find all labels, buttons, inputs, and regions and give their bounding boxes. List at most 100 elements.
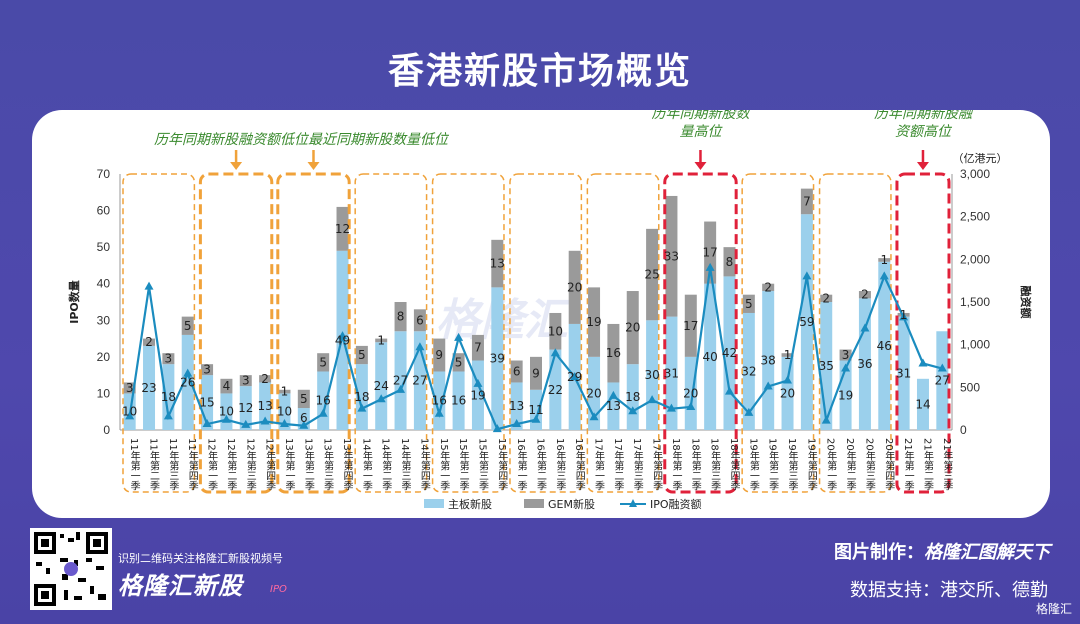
quarter-group-box: [431, 173, 505, 493]
main-bar: [413, 331, 426, 430]
gem-data-label: 5: [358, 348, 366, 362]
annotation-arrow-head: [307, 162, 320, 170]
main-data-label: 38: [761, 354, 776, 368]
x-tick-label: 13年第二季: [302, 438, 314, 492]
gem-bar: [665, 195, 678, 317]
main-bar: [394, 331, 407, 430]
gem-bar: [742, 294, 755, 313]
gem-bar: [839, 349, 852, 361]
main-data-label: 10: [219, 405, 234, 419]
main-data-label: 13: [509, 399, 524, 413]
main-bar: [781, 356, 794, 430]
y-tick-label: 10: [97, 386, 111, 400]
gem-bar: [143, 338, 156, 346]
gem-bar: [278, 389, 291, 394]
main-data-label: 31: [896, 366, 911, 380]
ipo-amount-marker: [454, 332, 464, 341]
main-bar: [858, 298, 871, 430]
x-tick-label: 18年第二季: [689, 438, 701, 492]
ipo-amount-marker: [338, 331, 348, 340]
gem-data-label: 5: [300, 392, 308, 406]
main-data-label: 11: [528, 403, 543, 417]
legend-swatch-main: [424, 499, 444, 508]
gem-bar: [355, 345, 368, 365]
x-tick-label: 14年第四季: [418, 438, 430, 492]
main-bar: [646, 320, 659, 430]
y2-tick-label: 1,500: [960, 295, 990, 309]
quarter-group-box: [895, 172, 951, 494]
gem-data-label: 9: [435, 348, 443, 362]
gem-bar: [394, 302, 407, 332]
gem-data-label: 5: [745, 297, 753, 311]
gem-bar: [413, 309, 426, 332]
y2-unit-label: （亿港元）: [953, 152, 1008, 165]
quarter-group-box: [818, 173, 892, 493]
main-bar: [936, 331, 949, 430]
y2-tick-label: 2,500: [960, 210, 990, 224]
ipo-amount-marker: [318, 408, 328, 417]
main-data-label: 18: [161, 390, 176, 404]
main-data-label: 32: [741, 364, 756, 378]
main-bar: [201, 375, 214, 430]
gem-bar: [858, 291, 871, 299]
gem-data-label: 8: [726, 255, 734, 269]
main-bar: [278, 393, 291, 430]
ipo-amount-marker: [724, 386, 734, 395]
gem-bar: [123, 382, 136, 394]
ipo-amount-marker: [686, 401, 696, 410]
ipo-amount-marker: [376, 394, 386, 403]
main-data-label: 29: [567, 370, 582, 384]
x-tick-label: 16年第一季: [515, 438, 527, 492]
main-bar: [762, 291, 775, 430]
ipo-amount-marker: [705, 262, 715, 271]
x-tick-label: 18年第一季: [670, 438, 682, 492]
x-tick-label: 21年第三季: [941, 438, 953, 492]
y-tick-label: 70: [97, 167, 111, 181]
main-data-label: 12: [238, 401, 253, 415]
ipo-amount-marker: [279, 419, 289, 428]
gem-bar: [452, 353, 465, 372]
x-tick-label: 19年第二季: [767, 438, 779, 492]
x-tick-label: 20年第一季: [825, 438, 837, 492]
gem-data-label: 8: [397, 310, 405, 324]
ipo-amount-marker: [492, 424, 502, 433]
ipo-amount-marker: [434, 408, 444, 417]
main-data-label: 30: [644, 368, 659, 382]
gem-bar: [433, 338, 446, 372]
main-data-label: 18: [625, 390, 640, 404]
ipo-amount-marker: [608, 390, 618, 399]
main-data-label: 13: [606, 399, 621, 413]
credit-line: 图片制作：格隆汇图解天下: [834, 538, 1050, 564]
x-tick-label: 12年第一季: [206, 438, 218, 492]
x-tick-label: 19年第三季: [786, 438, 798, 492]
ipo-amount-marker: [647, 395, 657, 404]
gem-bar: [588, 287, 601, 357]
annotation-text: 历年同期新股融资额低位: [154, 132, 310, 148]
gem-data-label: 2: [145, 335, 153, 349]
gem-bar: [530, 356, 542, 390]
main-data-label: 59: [799, 315, 814, 329]
main-bar: [297, 408, 310, 430]
main-data-label: 22: [548, 383, 563, 397]
main-bar: [878, 261, 891, 430]
main-bar: [452, 371, 465, 430]
ipo-amount-marker: [163, 411, 173, 420]
main-data-label: 26: [180, 375, 195, 389]
gem-data-label: 25: [644, 268, 659, 282]
y-tick-label: 0: [103, 423, 110, 437]
main-bar: [549, 349, 562, 430]
main-bar: [259, 382, 272, 430]
y2-tick-label: 0: [960, 423, 967, 437]
ipo-amount-marker: [357, 403, 367, 412]
ipo-amount-marker: [550, 348, 560, 357]
main-data-label: 20: [780, 386, 795, 400]
x-tick-label: 11年第二季: [148, 438, 160, 492]
main-data-label: 31: [664, 366, 679, 380]
gem-bar: [162, 353, 175, 365]
main-bar: [530, 389, 542, 430]
main-bar: [491, 287, 504, 430]
main-data-label: 16: [316, 394, 331, 408]
gem-data-label: 4: [223, 379, 231, 393]
gem-bar: [375, 338, 388, 343]
gem-data-label: 17: [683, 319, 698, 333]
